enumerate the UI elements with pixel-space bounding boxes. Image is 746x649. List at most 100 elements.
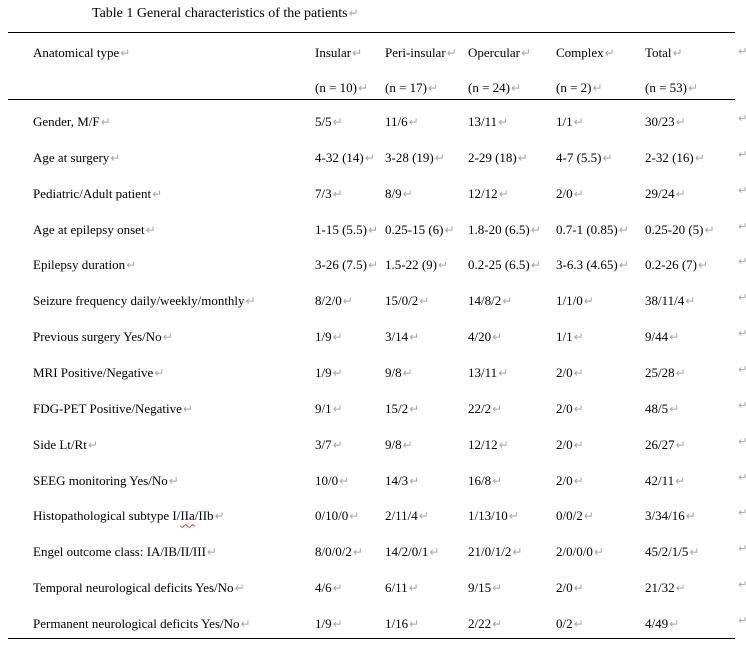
cell-value: 2/0↵ xyxy=(556,185,584,201)
table-row: Temporal neurological deficits Yes/No↵ 4/… xyxy=(8,566,746,602)
paragraph-mark: ↵ xyxy=(438,258,449,273)
cell-value: 4-7 (5.5)↵ xyxy=(556,149,613,165)
paragraph-mark: ↵ xyxy=(332,186,343,201)
table-row: Previous surgery Yes/No↵ 1/9↵ 3/14↵ 4/20↵ 1/… xyxy=(8,315,746,351)
paragraph-mark: ↵ xyxy=(214,509,225,524)
paragraph-mark: ↵ xyxy=(492,473,503,488)
paragraph-mark: ↵ xyxy=(573,115,584,129)
paragraph-mark: ↵ xyxy=(573,330,584,345)
cell-value: 14/2/0/1↵ xyxy=(385,544,440,560)
end-of-row-mark: ↵ xyxy=(738,398,746,412)
paragraph-mark: ↵ xyxy=(368,222,379,237)
paragraph-mark: ↵ xyxy=(573,401,584,416)
paragraph-mark: ↵ xyxy=(409,330,420,345)
cell-value: 2/0↵ xyxy=(556,580,584,596)
paragraph-mark: ↵ xyxy=(618,222,629,237)
end-of-row-mark: ↵ xyxy=(738,470,746,484)
paragraph-mark: ↵ xyxy=(368,258,379,273)
header-label: Complex↵ xyxy=(556,45,615,60)
paragraph-mark: ↵ xyxy=(498,115,509,129)
end-of-row-mark: ↵ xyxy=(738,112,746,125)
cell-value: 16/8↵ xyxy=(468,472,503,488)
paragraph-mark: ↵ xyxy=(669,617,680,632)
paragraph-mark: ↵ xyxy=(408,115,419,129)
header-subline: (n = 53)↵ xyxy=(645,80,699,95)
header-cell: Peri-insular↵ (n = 17)↵ xyxy=(385,33,468,99)
paragraph-mark: ↵ xyxy=(332,115,343,129)
cell-value: 1/13/10↵ xyxy=(468,508,519,524)
table-caption: Table 1 General characteristics of the p… xyxy=(92,6,359,22)
row-label: MRI Positive/Negative↵ xyxy=(33,365,165,381)
end-of-row-mark: ↵ xyxy=(738,183,746,197)
paragraph-mark: ↵ xyxy=(694,150,705,165)
paragraph-mark: ↵ xyxy=(685,509,696,524)
row-label: SEEG monitoring Yes/No↵ xyxy=(33,472,179,488)
paragraph-mark: ↵ xyxy=(342,294,353,309)
paragraph-mark: ↵ xyxy=(245,294,256,309)
cell-value: 38/11/4↵ xyxy=(645,293,696,309)
paragraph-mark: ↵ xyxy=(240,617,251,632)
paragraph-mark: ↵ xyxy=(602,150,613,165)
header-subline xyxy=(33,66,315,99)
end-of-row-mark: ↵ xyxy=(738,614,746,628)
paragraph-mark: ↵ xyxy=(618,258,629,273)
cell-value: 1/1↵ xyxy=(556,114,584,129)
end-of-row-mark: ↵ xyxy=(738,434,746,448)
paragraph-mark: ↵ xyxy=(492,330,503,345)
cell-value: 48/5↵ xyxy=(645,400,680,416)
cell-value: 4-32 (14)↵ xyxy=(315,149,375,165)
paragraph-mark: ↵ xyxy=(498,186,509,201)
cell-value: 2-32 (16)↵ xyxy=(645,149,705,165)
end-of-row-mark: ↵ xyxy=(738,363,746,377)
paragraph-mark: ↵ xyxy=(339,473,350,488)
paragraph-mark: ↵ xyxy=(604,46,615,60)
paragraph-mark: ↵ xyxy=(409,617,420,632)
paragraph-mark: ↵ xyxy=(332,401,343,416)
paragraph-mark: ↵ xyxy=(512,545,523,560)
table-row: Histopathological subtype I/IIa/IIb↵ 0/10… xyxy=(8,494,746,530)
paragraph-mark: ↵ xyxy=(154,366,165,381)
cell-value: 4/20↵ xyxy=(468,329,503,345)
paragraph-mark: ↵ xyxy=(168,473,179,488)
cell-value: 26/27↵ xyxy=(645,436,686,452)
cell-value: 1/9↵ xyxy=(315,616,343,632)
row-label: Age at epilepsy onset↵ xyxy=(33,221,156,237)
paragraph-mark: ↵ xyxy=(332,437,343,452)
row-label: Side Lt/Rt↵ xyxy=(33,436,98,452)
paragraph-mark: ↵ xyxy=(583,294,594,309)
end-of-row-mark: ↵ xyxy=(738,506,746,520)
header-cell: Insular↵ (n = 10)↵ xyxy=(315,33,385,99)
table-header-row: Anatomical type↵ Insular↵ (n = 10)↵ Peri-in… xyxy=(8,33,746,100)
cell-value: 2/22↵ xyxy=(468,616,503,632)
paragraph-mark: ↵ xyxy=(689,545,700,560)
paragraph-mark: ↵ xyxy=(419,294,430,309)
paragraph-mark: ↵ xyxy=(492,617,503,632)
cell-value: 2/0↵ xyxy=(556,400,584,416)
cell-value: 14/8/2↵ xyxy=(468,293,513,309)
header-cell: Anatomical type↵ xyxy=(8,33,315,99)
paragraph-mark: ↵ xyxy=(418,509,429,524)
cell-value: 7/3↵ xyxy=(315,185,343,201)
paragraph-mark: ↵ xyxy=(446,46,457,60)
header-cell: Complex↵ (n = 2)↵ xyxy=(556,33,645,99)
end-of-row-mark: ↵ xyxy=(738,45,746,58)
paragraph-mark: ↵ xyxy=(573,617,584,632)
row-label: Pediatric/Adult patient↵ xyxy=(33,185,163,201)
row-label: Histopathological subtype I/IIa/IIb↵ xyxy=(33,508,225,524)
misspelled-word: IIa xyxy=(180,508,195,524)
table-caption-text: Table 1 General characteristics of the p… xyxy=(92,6,348,21)
paragraph-mark: ↵ xyxy=(408,581,419,596)
patients-table: Anatomical type↵ Insular↵ (n = 10)↵ Peri-in… xyxy=(8,32,746,639)
paragraph-mark: ↵ xyxy=(573,186,584,201)
cell-value: 3/14↵ xyxy=(385,329,420,345)
paragraph-mark: ↵ xyxy=(206,545,217,560)
row-label: Engel outcome class: IA/IB/II/III↵ xyxy=(33,544,217,560)
header-label: Anatomical type↵ xyxy=(33,45,131,60)
paragraph-mark: ↵ xyxy=(349,509,360,524)
cell-value: 1.5-22 (9)↵ xyxy=(385,257,449,273)
cell-value: 21/32↵ xyxy=(645,580,686,596)
cell-value: 2/0↵ xyxy=(556,436,584,452)
cell-value: 25/28↵ xyxy=(645,365,686,381)
paragraph-mark: ↵ xyxy=(573,473,584,488)
